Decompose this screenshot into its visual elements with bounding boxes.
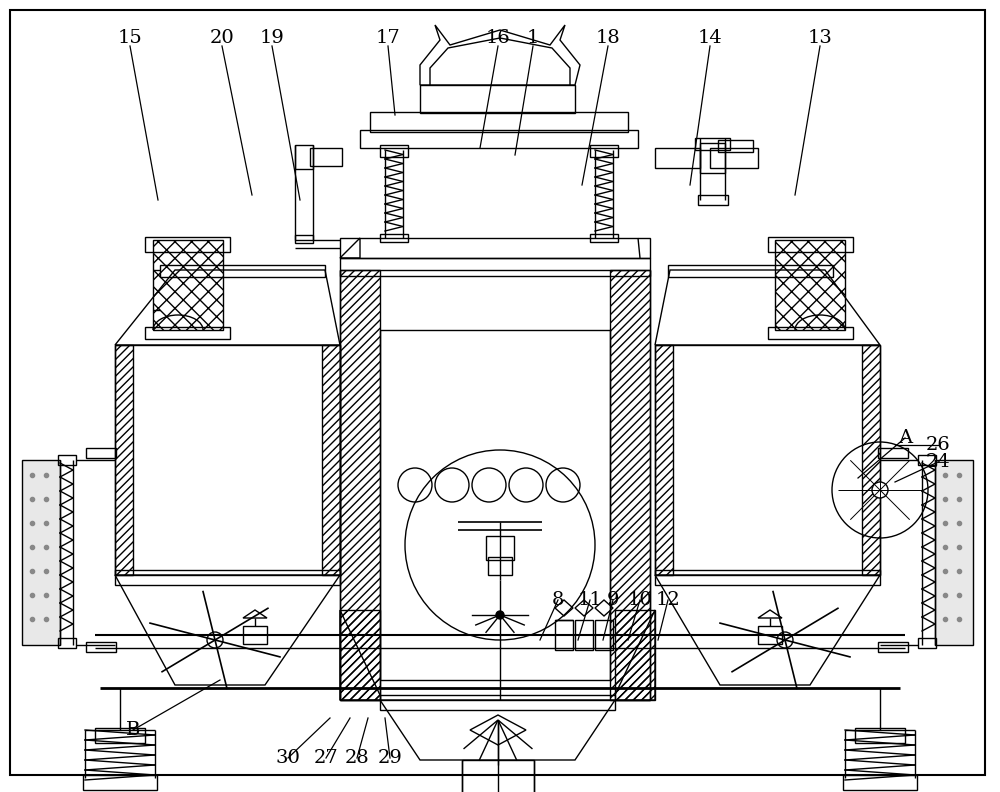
Text: 13: 13 (808, 29, 832, 47)
Bar (590, 234, 618, 242)
Bar (775, 240, 845, 330)
Bar (878, 448, 908, 458)
Bar (22, 460, 60, 645)
Bar (115, 345, 340, 575)
Circle shape (496, 611, 504, 619)
Bar (295, 145, 313, 169)
Bar (668, 265, 833, 277)
Bar (590, 145, 618, 157)
Bar (160, 265, 325, 277)
Text: 11: 11 (578, 591, 602, 609)
Text: 20: 20 (210, 29, 234, 47)
Bar (718, 140, 753, 152)
Bar (615, 610, 655, 700)
Bar (610, 270, 650, 700)
Text: 16: 16 (486, 29, 510, 47)
Bar (380, 234, 408, 242)
Bar (918, 638, 936, 648)
Bar (462, 760, 534, 792)
Bar (380, 695, 615, 710)
Text: 18: 18 (596, 29, 620, 47)
Bar (340, 610, 380, 700)
Bar (855, 728, 905, 743)
Text: 19: 19 (260, 29, 284, 47)
Bar (340, 238, 650, 258)
Text: 1: 1 (527, 29, 539, 47)
Bar (595, 620, 613, 650)
Text: 15: 15 (118, 29, 142, 47)
Bar (575, 620, 593, 650)
Bar (700, 143, 725, 173)
Bar (58, 638, 76, 648)
Text: 26: 26 (926, 436, 950, 454)
Bar (843, 775, 917, 790)
Text: 10: 10 (628, 591, 652, 609)
Bar (153, 240, 223, 330)
Bar (322, 345, 340, 575)
Bar (935, 460, 973, 645)
Text: 17: 17 (376, 29, 400, 47)
Text: 14: 14 (698, 29, 722, 47)
Bar (86, 448, 116, 458)
Bar (380, 330, 610, 680)
Bar (340, 258, 650, 276)
Bar (698, 195, 728, 205)
Bar (145, 327, 230, 339)
Text: 24: 24 (926, 453, 950, 471)
Bar (243, 626, 267, 644)
Bar (655, 345, 880, 575)
Bar (115, 345, 133, 575)
Text: A: A (898, 429, 912, 447)
Text: 8: 8 (552, 591, 564, 609)
Bar (862, 345, 880, 575)
Bar (655, 345, 673, 575)
Bar (878, 642, 908, 652)
Bar (758, 626, 782, 644)
Bar (58, 455, 76, 465)
Bar (695, 138, 730, 150)
Bar (555, 620, 573, 650)
Bar (488, 557, 512, 575)
Bar (295, 235, 313, 243)
Bar (340, 270, 380, 700)
Bar (115, 570, 340, 585)
Bar (360, 130, 638, 148)
Text: 9: 9 (607, 591, 619, 609)
Circle shape (872, 482, 888, 498)
Bar (710, 148, 758, 168)
Text: B: B (126, 721, 140, 739)
Text: 12: 12 (656, 591, 680, 609)
Bar (145, 237, 230, 252)
Bar (918, 455, 936, 465)
Bar (340, 270, 650, 700)
Text: 28: 28 (345, 749, 369, 767)
Bar (768, 237, 853, 252)
Bar (420, 85, 575, 113)
Bar (380, 145, 408, 157)
Bar (655, 148, 700, 168)
Text: 29: 29 (378, 749, 402, 767)
Bar (95, 728, 145, 743)
Bar (486, 536, 514, 560)
Text: 27: 27 (314, 749, 338, 767)
Bar (86, 642, 116, 652)
Bar (83, 775, 157, 790)
Bar (310, 148, 342, 166)
Bar (370, 112, 628, 132)
Bar (768, 327, 853, 339)
Text: 30: 30 (276, 749, 300, 767)
Bar (655, 570, 880, 585)
